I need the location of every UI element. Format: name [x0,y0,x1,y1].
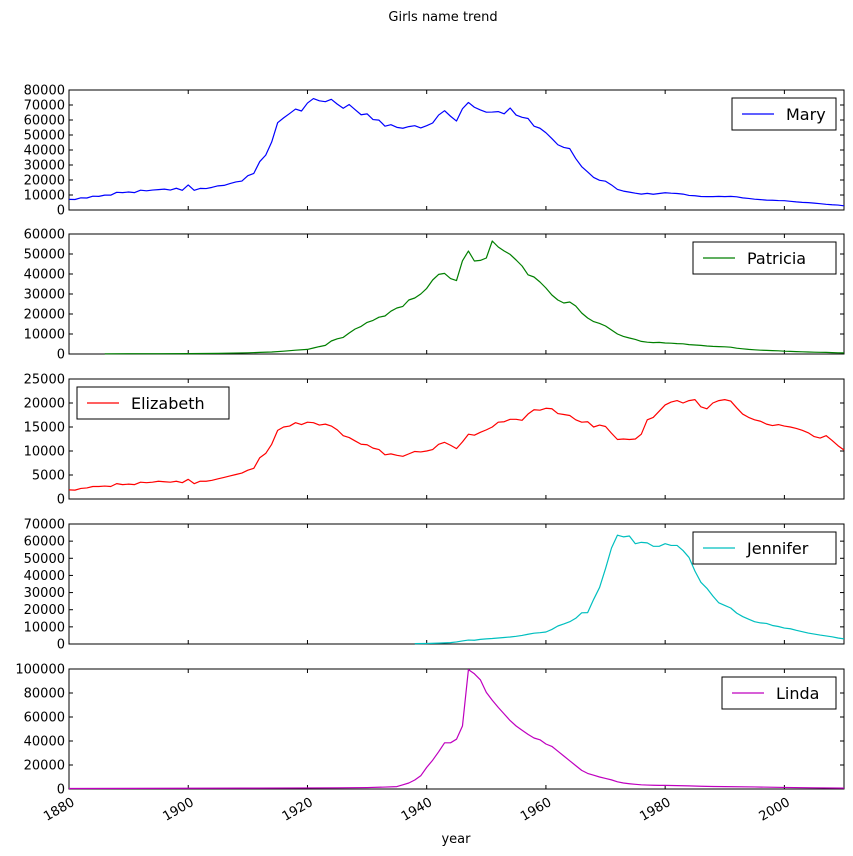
y-tick-label: 70000 [24,518,65,533]
legend-jennifer: Jennifer [692,531,837,565]
series-line-linda [68,669,845,790]
legend-label: Linda [776,684,819,703]
x-tick-label: 1980 [637,795,673,825]
panel-mary: 0100002000030000400005000060000700008000… [24,84,845,219]
series-line-patricia [104,240,845,355]
y-tick-label: 60000 [24,114,65,129]
series-line-elizabeth [68,399,845,491]
y-tick-label: 30000 [24,159,65,174]
y-tick-label: 50000 [24,552,65,567]
y-tick-label: 10000 [24,189,65,204]
y-tick-label: 0 [57,638,65,653]
y-tick-label: 60000 [24,535,65,550]
y-tick-label: 0 [57,204,65,219]
y-tick-label: 0 [57,348,65,363]
panel-jennifer: 0 10000 20000 30000 40000 50000 60000 70000 Jenn… [24,518,845,653]
y-tick-label: 0 [57,493,65,508]
y-tick-label: 50000 [24,129,65,144]
y-tick-label: 20000 [24,174,65,189]
x-tick-label: 1940 [399,795,435,825]
x-tick-label: 1880 [41,795,77,825]
y-tick-label: 50000 [24,248,65,263]
x-tick-label: 1900 [160,795,196,825]
y-tick-label: 40000 [24,144,65,159]
y-tick-label: 40000 [24,268,65,283]
legend-label: Jennifer [746,539,809,558]
x-tick-label: 1920 [280,795,316,825]
y-tick-label: 80000 [24,687,65,702]
y-tick-label: 20000 [24,603,65,618]
y-tick-label: 20000 [24,759,65,774]
y-tick-label: 30000 [24,288,65,303]
y-tick-label: 60000 [24,711,65,726]
chart-title: Girls name trend [388,10,497,25]
y-tick-label: 40000 [24,569,65,584]
y-tick-label: 30000 [24,586,65,601]
panels: 0100002000030000400005000060000700008000… [15,84,845,825]
y-tick-label: 25000 [24,373,65,388]
y-tick-label: 0 [57,783,65,798]
legend-mary: Mary [731,97,837,131]
panel-patricia: 0 10000 20000 30000 40000 50000 60000 Patricia [24,228,845,363]
y-tick-label: 10000 [24,620,65,635]
x-tick-label: 2000 [757,795,793,825]
legend-elizabeth: Elizabeth [76,386,230,420]
series-line-jennifer [414,534,845,645]
y-tick-label: 20000 [24,397,65,412]
panel-linda: 0 20000 40000 60000 80000 100000 Linda [15,663,845,798]
y-tick-label: 20000 [24,308,65,323]
legend-label: Patricia [747,249,806,268]
x-tick-label: 1960 [518,795,554,825]
legend-label: Mary [786,105,826,124]
x-axis-label: year [441,832,471,847]
legend-patricia: Patricia [692,241,837,275]
panel-elizabeth: 0 5000 10000 15000 20000 25000 Elizabeth [24,373,845,508]
y-tick-label: 10000 [24,328,65,343]
y-tick-label: 70000 [24,99,65,114]
plot-frame [68,668,845,790]
legend-label: Elizabeth [131,394,205,413]
series-line-mary [68,97,845,207]
y-tick-label: 60000 [24,228,65,243]
legend-linda: Linda [721,676,837,710]
y-tick-label: 40000 [24,735,65,750]
y-tick-label: 10000 [24,445,65,460]
y-tick-label: 100000 [15,663,65,678]
plot-frame [68,89,845,211]
y-tick-label: 5000 [32,469,65,484]
y-tick-label: 80000 [24,84,65,99]
y-tick-label: 15000 [24,421,65,436]
